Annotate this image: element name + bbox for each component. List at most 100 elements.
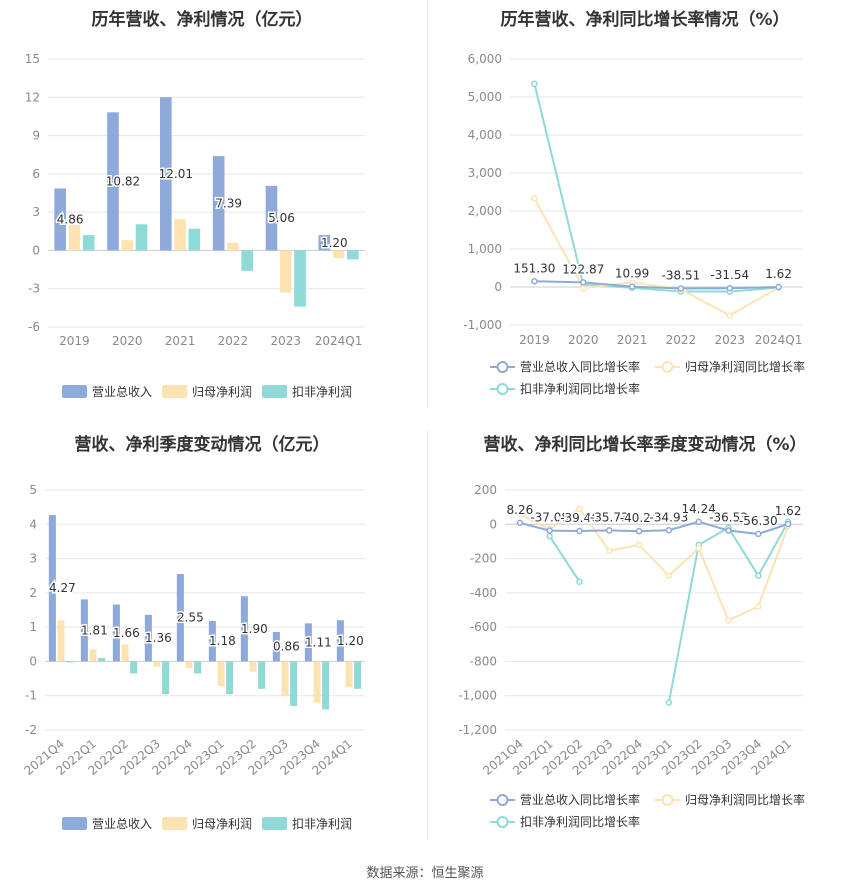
- y-tick-label: 6: [32, 167, 40, 181]
- bar-deducted-profit: [294, 250, 306, 307]
- quarterly-growth-rate-chart: 营收、净利同比增长率季度变动情况（%） -1,200 -1,000 -800 -600 -…: [458, 434, 806, 829]
- quarterly-revenue-profit-chart: 营收、净利季度变动情况（亿元）-2-10123452021Q42022Q1202…: [21, 434, 365, 831]
- y-tick-label: 0: [489, 517, 497, 531]
- bar-net-profit: [121, 644, 129, 662]
- bar-value-label: 1.18: [209, 634, 236, 648]
- annual-revenue-profit-chart: 历年营收、净利情况（亿元） -6 -3 0 3 6 9 12 15 2019 2020 2021 202…: [25, 9, 365, 399]
- y-tick-label: -1,000: [463, 318, 502, 332]
- x-tick-label: 2021: [165, 334, 196, 348]
- bar-deducted-profit: [347, 250, 359, 260]
- y-tick-label: 3: [29, 552, 37, 566]
- legend-label: 归母净利润: [192, 385, 252, 399]
- series-line: [534, 280, 779, 290]
- y-tick-label: -1,000: [458, 689, 497, 703]
- bar-net-profit: [68, 224, 81, 251]
- bar-deducted-profit: [188, 228, 201, 251]
- x-tick-label: 2024Q1: [315, 334, 363, 348]
- legend-marker: [496, 816, 509, 828]
- bar-deducted-profit: [354, 661, 362, 689]
- series-line: [548, 535, 581, 583]
- chart-title: 营收、净利同比增长率季度变动情况（%）: [483, 434, 806, 455]
- data-point: [784, 520, 792, 528]
- y-tick-label: -200: [470, 552, 497, 566]
- bar-net-profit: [345, 661, 353, 688]
- bar-value-label: 1.20: [337, 634, 364, 648]
- data-point: [606, 547, 613, 555]
- y-tick-label: -800: [470, 654, 497, 668]
- bar-revenue: [265, 185, 278, 251]
- point-value-label: 1.62: [765, 267, 792, 281]
- y-tick-label: -400: [470, 586, 497, 600]
- data-point: [531, 80, 538, 87]
- x-tick-label: 2019: [59, 334, 90, 348]
- data-point: [546, 527, 553, 534]
- data-point: [576, 527, 583, 535]
- y-tick-label: 0: [494, 280, 502, 294]
- bar-revenue: [107, 112, 119, 251]
- legend-label: 营业总收入同比增长率: [520, 359, 640, 374]
- data-point: [516, 510, 524, 518]
- point-value-label: -38.51: [662, 268, 701, 282]
- data-point: [576, 505, 583, 513]
- bar-net-profit: [313, 661, 321, 703]
- legend-label: 营业总收入同比增长率: [520, 792, 640, 807]
- x-tick-label: 2021: [617, 333, 648, 347]
- bar-value-label: 10.82: [106, 174, 140, 188]
- x-tick-label: 2020: [568, 333, 599, 347]
- bar-deducted-profit: [241, 250, 253, 271]
- bar-deducted-profit: [322, 661, 330, 710]
- point-value-label: 10.99: [615, 267, 649, 281]
- series-line: [667, 521, 789, 703]
- y-tick-label: 15: [25, 52, 40, 66]
- bar-revenue: [112, 604, 120, 662]
- bar-net-profit: [174, 219, 186, 251]
- point-value-label: -34.93: [650, 510, 689, 524]
- legend-swatch: [62, 385, 87, 398]
- bar-revenue: [318, 235, 331, 251]
- bar-net-profit: [279, 250, 292, 293]
- y-tick-label: 12: [25, 90, 40, 104]
- bar-revenue: [176, 574, 184, 662]
- bar-value-label: 12.01: [159, 167, 193, 181]
- y-tick-label: 2,000: [468, 204, 502, 218]
- bar-value-label: 0.86: [273, 640, 300, 654]
- x-tick-label: 2022: [218, 334, 249, 348]
- bar-value-label: 5.06: [268, 211, 295, 225]
- data-point: [695, 545, 702, 552]
- bar-net-profit: [332, 250, 345, 259]
- y-tick-label: 6,000: [468, 52, 502, 66]
- bar-deducted-profit: [98, 658, 106, 662]
- y-tick-label: 3: [32, 205, 40, 219]
- legend-label: 扣非净利润: [292, 385, 352, 399]
- bar-value-label: 4.27: [49, 581, 76, 595]
- data-point: [606, 527, 613, 534]
- bar-deducted-profit: [162, 661, 170, 694]
- data-point: [665, 572, 673, 579]
- series-line: [533, 197, 780, 317]
- y-tick-label: 5,000: [468, 90, 502, 104]
- bar-net-profit: [249, 661, 257, 672]
- series-line: [519, 507, 790, 622]
- y-tick-label: 4,000: [468, 128, 502, 142]
- point-value-label: -31.54: [710, 268, 749, 282]
- chart-title: 历年营收、净利情况（亿元）: [92, 9, 313, 30]
- legend-label: 归母净利润同比增长率: [685, 792, 805, 807]
- bar-value-label: 1.81: [81, 623, 108, 637]
- legend-label: 扣非净利润同比增长率: [520, 381, 640, 396]
- legend-marker: [496, 383, 509, 395]
- divider-bottom: [427, 430, 428, 840]
- y-tick-label: 200: [474, 483, 497, 497]
- point-value-label: -40.24: [620, 511, 659, 525]
- bar-deducted-profit: [82, 235, 95, 251]
- point-value-label: -39.46: [560, 511, 599, 525]
- y-tick-label: 1: [29, 620, 37, 634]
- data-point: [580, 279, 587, 286]
- bar-deducted-profit: [226, 661, 234, 694]
- bar-net-profit: [185, 661, 193, 669]
- data-point: [665, 699, 673, 706]
- x-tick-label: 2023: [714, 333, 745, 347]
- point-value-label: -37.08: [530, 511, 569, 525]
- data-point: [576, 578, 583, 585]
- data-point: [726, 312, 733, 319]
